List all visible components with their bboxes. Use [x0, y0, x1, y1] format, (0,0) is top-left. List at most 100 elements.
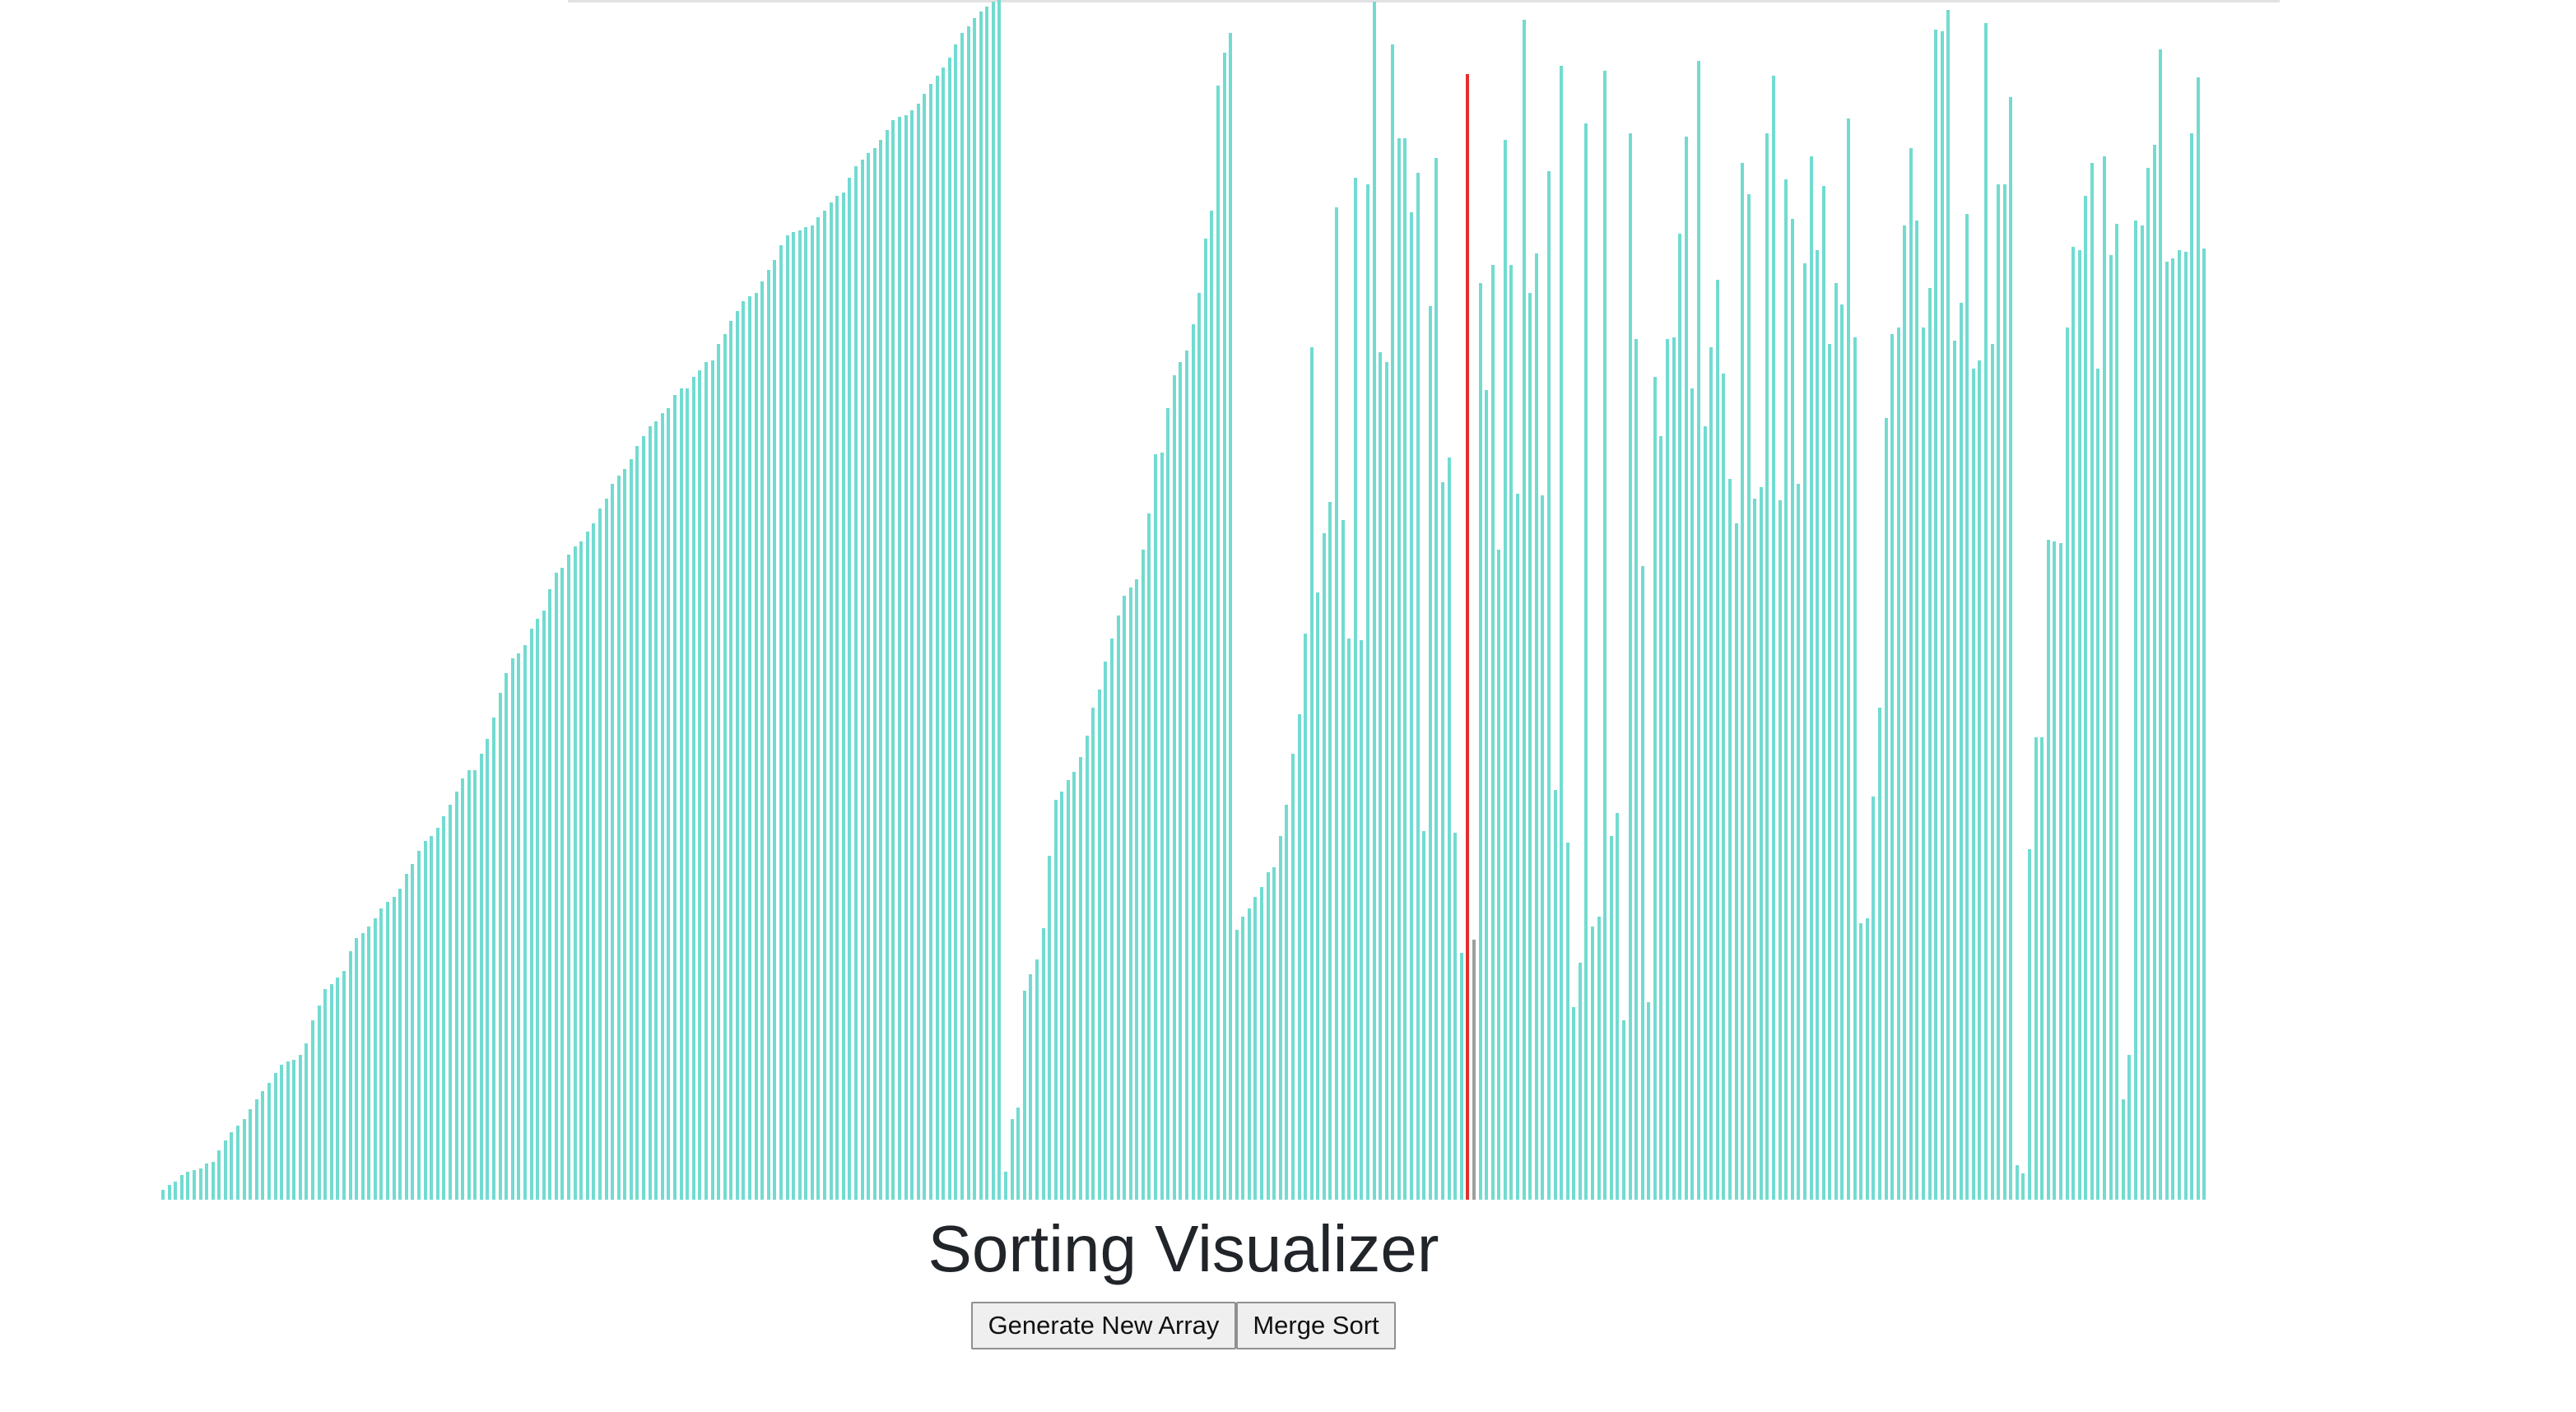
array-bar	[698, 370, 702, 1200]
array-bar	[1278, 836, 1282, 1200]
array-bar	[885, 130, 889, 1200]
array-bar	[1260, 887, 1264, 1200]
array-bar	[1927, 288, 1932, 1200]
array-bar	[523, 645, 527, 1200]
array-bar	[1466, 74, 1470, 1200]
array-bar	[1877, 708, 1881, 1200]
array-bar	[1229, 33, 1233, 1200]
array-bar	[336, 978, 340, 1200]
array-bar	[411, 864, 415, 1200]
array-bar	[1672, 337, 1676, 1200]
array-bar	[1884, 418, 1888, 1200]
array-bar	[804, 227, 808, 1200]
array-bar	[267, 1083, 271, 1200]
array-bar	[779, 245, 783, 1200]
array-bar	[179, 1175, 184, 1200]
array-bar	[754, 293, 758, 1200]
array-bar	[2196, 77, 2200, 1200]
array-bar	[1546, 171, 1551, 1200]
array-bar	[1135, 579, 1139, 1200]
array-bar	[2002, 184, 2006, 1200]
array-bar	[2090, 163, 2094, 1200]
array-bar	[1309, 347, 1314, 1200]
array-bar	[242, 1119, 246, 1200]
array-bar	[1859, 923, 1863, 1200]
array-bar	[1734, 523, 1738, 1200]
array-bar	[1965, 214, 1969, 1200]
array-bar	[2133, 221, 2137, 1200]
array-bar	[423, 841, 427, 1200]
array-bar	[1353, 178, 1357, 1200]
array-bar	[1983, 23, 1988, 1200]
array-bar	[1922, 327, 1926, 1200]
array-bar	[442, 816, 446, 1200]
array-bar	[797, 230, 802, 1200]
array-bar	[161, 1190, 165, 1200]
array-bar	[2077, 250, 2081, 1200]
array-bar	[517, 653, 521, 1200]
array-bar	[710, 360, 714, 1200]
array-bar	[1727, 479, 1732, 1200]
array-bar	[1272, 867, 1276, 1200]
array-bar	[2071, 247, 2076, 1200]
array-bar	[1372, 2, 1376, 1200]
array-bar	[254, 1099, 258, 1200]
array-bar	[1322, 533, 1326, 1200]
array-bar	[848, 178, 852, 1200]
array-bar	[567, 555, 571, 1200]
array-bar	[2096, 369, 2100, 1200]
array-bar	[2015, 1165, 2019, 1200]
array-bar	[542, 611, 546, 1200]
array-bar	[342, 971, 346, 1200]
array-bar	[973, 18, 977, 1200]
array-bar	[2202, 248, 2206, 1200]
array-bar	[1621, 1020, 1625, 1200]
array-bar	[1772, 76, 1776, 1200]
array-bar	[1753, 499, 1757, 1200]
array-bar	[1802, 263, 1806, 1200]
array-bar	[835, 196, 839, 1200]
array-bar	[1565, 843, 1569, 1200]
array-bar	[867, 153, 871, 1200]
array-bar	[1485, 390, 1489, 1200]
array-bar	[1509, 265, 1514, 1200]
generate-new-array-button[interactable]: Generate New Array	[971, 1302, 1236, 1349]
array-bar	[1490, 265, 1495, 1200]
array-bar	[217, 1150, 221, 1200]
array-bar	[1253, 897, 1258, 1200]
array-bar	[1828, 344, 1832, 1200]
array-bar	[1328, 502, 1332, 1200]
array-bar	[598, 509, 602, 1200]
array-bar	[505, 673, 509, 1200]
array-bar	[205, 1164, 209, 1200]
array-bar	[1203, 239, 1207, 1200]
merge-sort-button[interactable]: Merge Sort	[1236, 1302, 1396, 1349]
array-bar	[373, 918, 377, 1200]
array-bar	[1746, 194, 1751, 1200]
array-bar	[1097, 690, 1101, 1200]
array-bar	[792, 232, 796, 1200]
array-bar	[966, 26, 970, 1200]
array-bar	[1079, 757, 1083, 1200]
array-bar	[1441, 482, 1444, 1200]
array-bar	[367, 927, 371, 1200]
array-bar	[929, 84, 932, 1200]
array-bar	[2028, 849, 2032, 1200]
array-bar	[2065, 327, 2069, 1200]
array-bar	[1016, 1108, 1021, 1200]
array-bar	[1041, 928, 1045, 1200]
array-bar	[872, 148, 876, 1200]
array-bar	[1890, 334, 1895, 1200]
array-bar	[1971, 369, 1975, 1200]
array-bar	[1241, 917, 1245, 1200]
array-bar	[635, 446, 639, 1200]
array-bar	[1360, 640, 1364, 1200]
array-bar	[1809, 156, 1813, 1200]
array-bar	[853, 166, 858, 1200]
array-bar	[1453, 833, 1458, 1200]
array-bar	[2178, 250, 2182, 1200]
array-bar	[660, 413, 664, 1200]
array-bar	[1222, 53, 1226, 1200]
array-bar	[1141, 550, 1145, 1200]
array-bars-chart	[161, 0, 2209, 1200]
